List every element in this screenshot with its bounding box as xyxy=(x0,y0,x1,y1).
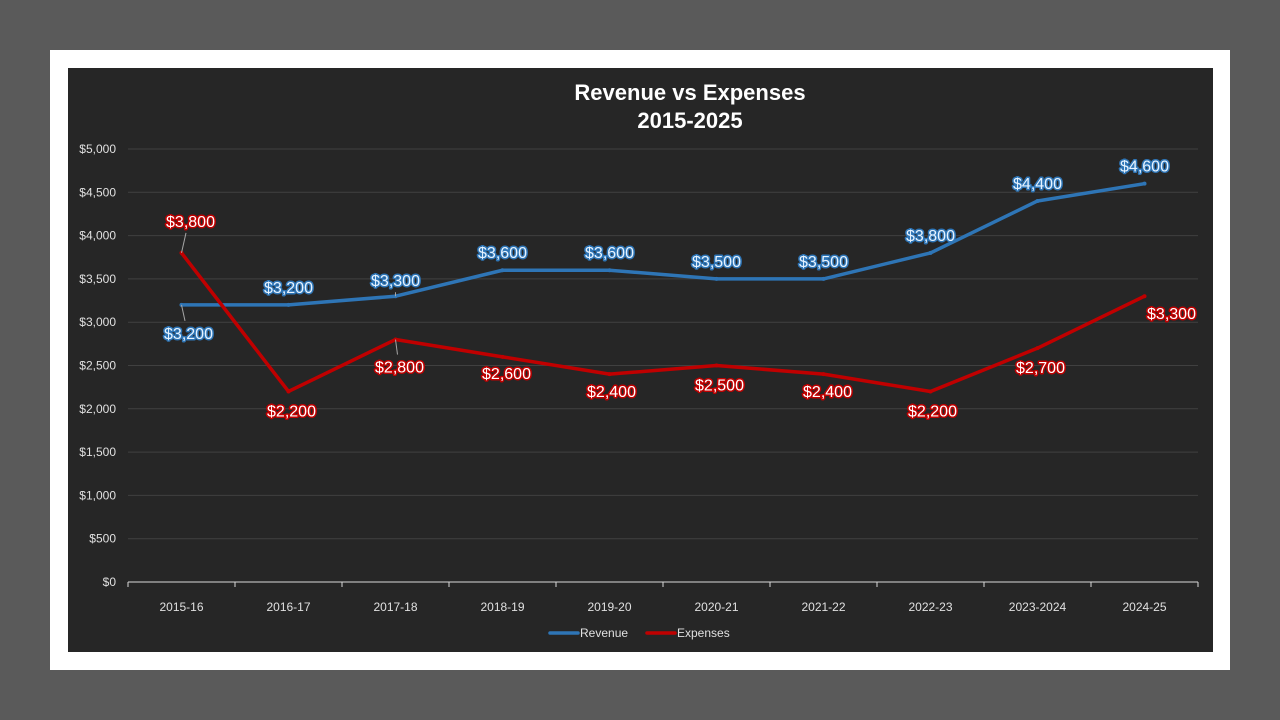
y-tick-label: $5,000 xyxy=(79,142,116,156)
chart-subtitle: 2015-2025 xyxy=(637,108,742,133)
x-tick-label: 2018-19 xyxy=(480,600,524,614)
data-label: $3,800 xyxy=(906,228,955,245)
y-tick-label: $3,000 xyxy=(79,315,116,329)
data-label: $3,500 xyxy=(799,254,848,271)
data-label: $2,400 xyxy=(803,384,852,401)
y-tick-label: $1,000 xyxy=(79,488,116,502)
leader-line xyxy=(181,232,187,254)
data-label: $4,400 xyxy=(1013,176,1062,193)
y-tick-label: $4,500 xyxy=(79,185,116,199)
data-label: $3,200 xyxy=(164,326,213,343)
data-label: $2,200 xyxy=(908,403,957,420)
x-tick-label: 2019-20 xyxy=(587,600,631,614)
data-label: $2,400 xyxy=(587,384,636,401)
data-label: $3,300 xyxy=(1147,306,1196,323)
data-point xyxy=(928,250,933,255)
data-label: $2,600 xyxy=(482,366,531,383)
data-point xyxy=(500,354,505,359)
data-point xyxy=(1035,198,1040,203)
data-point xyxy=(500,268,505,273)
data-label: $2,500 xyxy=(695,378,744,395)
data-point xyxy=(928,389,933,394)
legend-label-revenue: Revenue xyxy=(580,626,628,640)
y-tick-label: $0 xyxy=(103,575,117,589)
data-label: $2,200 xyxy=(267,403,316,420)
x-tick-label: 2015-16 xyxy=(159,600,203,614)
data-point xyxy=(714,276,719,281)
data-label: $4,600 xyxy=(1120,159,1169,176)
leader-line xyxy=(395,339,398,355)
x-tick-label: 2023-2024 xyxy=(1009,600,1067,614)
data-point xyxy=(607,372,612,377)
legend-label-expenses: Expenses xyxy=(677,626,730,640)
line-chart: Revenue vs Expenses 2015-2025 $0 $500 $1,0… xyxy=(79,80,1199,640)
y-tick-label: $2,500 xyxy=(79,359,116,373)
leader-line xyxy=(181,304,186,321)
x-tick-label: 2022-23 xyxy=(908,600,952,614)
x-tick-label: 2020-21 xyxy=(694,600,738,614)
data-point xyxy=(1035,346,1040,351)
data-point xyxy=(821,372,826,377)
x-tick-label: 2021-22 xyxy=(801,600,845,614)
data-point xyxy=(714,363,719,368)
data-label: $3,200 xyxy=(264,280,313,297)
data-point xyxy=(1142,294,1147,299)
data-point xyxy=(286,302,291,307)
x-tick-label: 2017-18 xyxy=(373,600,417,614)
chart-title: Revenue vs Expenses xyxy=(574,80,805,105)
data-label: $3,800 xyxy=(166,214,215,231)
x-tick-label: 2016-17 xyxy=(266,600,310,614)
data-label: $2,700 xyxy=(1016,360,1065,377)
y-tick-label: $500 xyxy=(89,532,116,546)
data-point xyxy=(1142,181,1147,186)
data-point xyxy=(286,389,291,394)
data-label: $3,600 xyxy=(585,245,634,262)
series-line-revenue xyxy=(179,181,1147,307)
x-tick-label: 2024-25 xyxy=(1122,600,1166,614)
data-point xyxy=(821,276,826,281)
chart-area: Revenue vs Expenses 2015-2025 $0 $500 $1,0… xyxy=(68,68,1213,652)
data-label: $3,600 xyxy=(478,245,527,262)
data-label: $2,800 xyxy=(375,360,424,377)
y-tick-label: $2,000 xyxy=(79,402,116,416)
y-tick-label: $1,500 xyxy=(79,445,116,459)
data-point xyxy=(607,268,612,273)
series-line-expenses xyxy=(179,251,1147,394)
data-label: $3,500 xyxy=(692,254,741,271)
data-label: $3,300 xyxy=(371,273,420,290)
y-tick-label: $3,500 xyxy=(79,272,116,286)
y-tick-label: $4,000 xyxy=(79,229,116,243)
